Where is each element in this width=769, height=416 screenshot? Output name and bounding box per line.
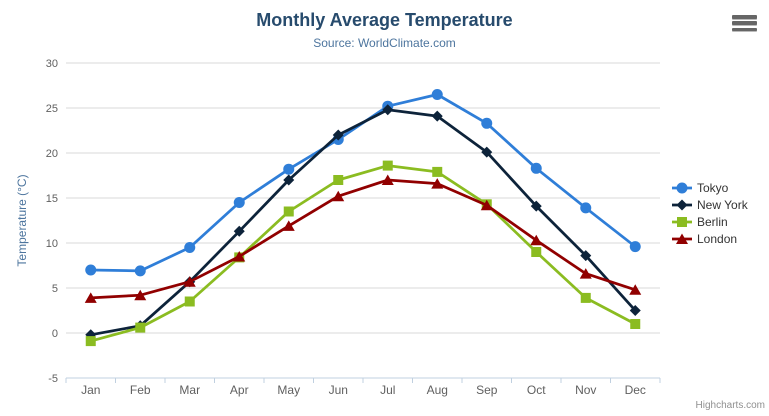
square-marker [135,322,146,333]
y-tick-label: 25 [46,103,58,115]
legend-marker-icon [672,182,692,193]
x-tick-label: Jun [329,383,348,397]
square-marker [184,296,195,307]
triangle-marker [332,190,345,202]
diamond-marker [431,110,443,122]
square-marker [531,247,542,257]
circle-marker [431,89,443,100]
legend-label: London [697,231,738,246]
legend-item-tokyo[interactable]: Tokyo [672,179,748,196]
square-marker [382,160,393,171]
circle-marker [530,162,542,174]
series-line [89,178,637,300]
triangle-marker [282,220,295,231]
y-axis-title: Temperature (°C) [15,174,29,266]
circle-marker [283,163,295,175]
square-marker [283,206,294,217]
x-tick-label: Feb [130,383,151,397]
legend: Tokyo New York Berlin London [672,179,748,247]
y-tick-label: 0 [52,328,58,340]
triangle-marker [381,174,394,185]
series-new-york[interactable] [85,104,641,341]
legend-marker-icon [672,199,692,210]
triangle-marker [530,234,543,246]
y-tick-label: 15 [46,193,58,205]
x-axis-labels: Jan Feb Mar Apr May Jun Jul Aug Sep Oct Nov Dec [81,383,646,397]
series-line [89,164,637,343]
diamond-marker [283,174,295,186]
diamond-marker [382,104,394,116]
y-tick-label: 10 [46,238,58,250]
circle-marker [580,202,592,214]
diamond-marker [580,250,592,262]
square-marker [580,292,591,303]
x-tick-label: Mar [179,383,200,397]
square-marker [432,166,443,177]
square-marker [630,319,641,329]
triangle-marker [629,284,642,295]
circle-marker [134,265,146,277]
diamond-marker [332,129,344,141]
triangle-marker [480,199,493,211]
legend-label: New York [697,197,748,212]
diamond-marker [530,200,542,212]
y-gridlines [66,62,660,379]
legend-item-london[interactable]: London [672,230,748,247]
circle-marker [481,117,493,129]
circle-marker [629,241,641,253]
series-london[interactable] [84,174,642,303]
square-marker [333,175,344,185]
circle-marker [85,264,97,276]
series-tokyo[interactable] [85,89,641,277]
x-axis [65,377,661,383]
legend-marker-icon [672,233,692,244]
hamburger-icon [732,21,757,25]
x-tick-label: Jul [380,383,395,397]
circle-marker [233,197,245,208]
triangle-marker [431,178,444,189]
y-tick-label: -5 [48,373,58,385]
x-tick-label: Nov [575,383,596,397]
legend-label: Tokyo [697,180,729,195]
diamond-marker [676,199,688,210]
x-tick-label: Oct [527,383,546,397]
diamond-marker [629,305,641,316]
triangle-marker [183,276,196,287]
hamburger-icon [732,27,757,31]
diamond-marker [481,146,493,158]
triangle-marker [233,251,246,262]
x-tick-label: Dec [625,383,646,397]
hamburger-icon [732,15,757,19]
square-marker [85,336,96,347]
triangle-marker [676,233,688,244]
x-tick-label: Aug [427,383,448,397]
x-tick-label: Sep [476,383,498,397]
context-menu-button[interactable] [732,15,757,31]
y-tick-label: 20 [46,148,58,160]
legend-item-berlin[interactable]: Berlin [672,213,748,230]
circle-marker [184,242,196,253]
triangle-marker [579,268,592,279]
x-tick-label: May [277,383,300,397]
square-marker [677,216,687,227]
y-axis-labels: -5 0 5 10 15 20 25 30 [46,58,58,385]
diamond-marker [233,225,245,237]
legend-item-new-york[interactable]: New York [672,196,748,213]
x-tick-label: Jan [81,383,100,397]
y-tick-label: 5 [52,283,58,295]
series-line [89,108,637,337]
legend-label: Berlin [697,214,728,229]
triangle-marker [84,292,97,303]
x-tick-label: Apr [230,383,249,397]
circle-marker [676,182,688,193]
y-tick-label: 30 [46,58,58,70]
credits-link[interactable]: Highcharts.com [695,400,765,411]
legend-marker-icon [672,216,692,227]
triangle-marker [134,289,147,301]
